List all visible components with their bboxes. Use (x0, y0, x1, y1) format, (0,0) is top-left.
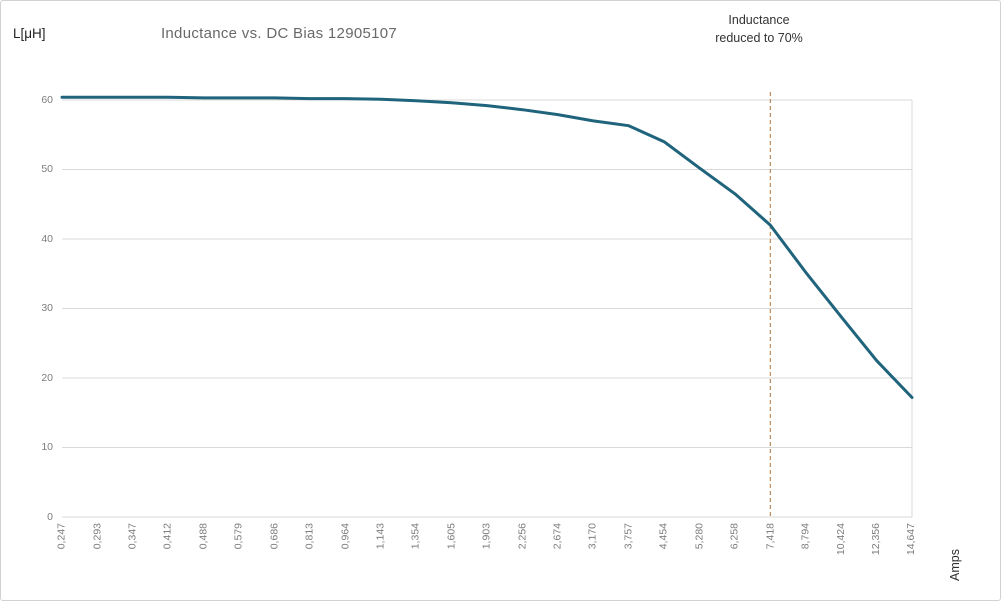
y-axis-unit-label: L[μH] (13, 26, 46, 41)
x-tick-label-16: 3,757 (622, 523, 635, 550)
x-tick-label-18: 5,280 (693, 523, 705, 550)
x-tick-label-6: 0,686 (268, 523, 280, 550)
x-tick-label-19: 6,258 (728, 523, 741, 550)
x-tick-label-12: 1,903 (480, 523, 493, 550)
x-tick-label-7: 0,813 (303, 523, 316, 550)
x-tick-label-15: 3,170 (586, 523, 599, 550)
y-tick-label-30: 30 (41, 302, 53, 314)
y-tick-label-40: 40 (41, 232, 53, 245)
x-tick-label-0: 0,247 (55, 523, 68, 550)
inductance-series-line (60, 95, 914, 399)
x-tick-label-10: 1,354 (409, 523, 422, 550)
y-tick-label-0: 0 (47, 510, 53, 523)
y-tick-label-60: 60 (41, 93, 53, 106)
y-tick-label-10: 10 (41, 441, 53, 453)
x-tick-label-22: 10,424 (834, 523, 847, 556)
x-tick-label-23: 12,356 (870, 523, 883, 556)
x-tick-label-24: 14,647 (905, 523, 918, 556)
annotation-line-1: Inductance (728, 13, 790, 27)
x-tick-label-5: 0,579 (232, 523, 245, 550)
x-tick-label-4: 0,488 (197, 523, 210, 550)
x-axis-unit-label: Amps (948, 549, 962, 581)
x-tick-label-2: 0,347 (126, 523, 139, 550)
x-tick-label-3: 0,412 (161, 523, 174, 550)
x-tick-label-9: 1,143 (374, 523, 387, 550)
chart-title: Inductance vs. DC Bias 12905107 (160, 25, 398, 42)
x-tick-label-8: 0,964 (338, 523, 351, 550)
x-tick-label-20: 7,418 (763, 523, 776, 550)
x-tick-label-13: 2,256 (515, 523, 528, 550)
x-tick-label-17: 4,454 (657, 523, 670, 550)
x-tick-label-14: 2,674 (551, 523, 564, 550)
y-tick-label-20: 20 (41, 371, 53, 384)
y-tick-label-50: 50 (41, 163, 53, 175)
x-tick-label-21: 8,794 (799, 523, 812, 550)
x-tick-label-11: 1,605 (445, 523, 458, 550)
annotation-line-2: reduced to 70% (715, 31, 803, 45)
x-tick-label-1: 0,293 (90, 523, 103, 550)
annotation-reduced-70pct: Inductance reduced to 70% (659, 11, 859, 47)
